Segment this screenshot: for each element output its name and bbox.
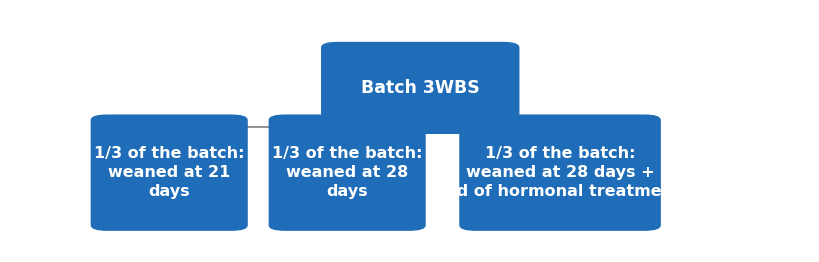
Text: Batch 3WBS: Batch 3WBS: [360, 79, 479, 97]
Text: 1/3 of the batch:
weaned at 28 days +
7 d of hormonal treatment: 1/3 of the batch: weaned at 28 days + 7 …: [439, 146, 680, 199]
FancyBboxPatch shape: [321, 42, 518, 133]
FancyBboxPatch shape: [459, 115, 659, 230]
FancyBboxPatch shape: [269, 115, 424, 230]
Text: 1/3 of the batch:
weaned at 28
days: 1/3 of the batch: weaned at 28 days: [272, 146, 422, 199]
Text: 1/3 of the batch:
weaned at 21
days: 1/3 of the batch: weaned at 21 days: [94, 146, 244, 199]
FancyBboxPatch shape: [91, 115, 247, 230]
